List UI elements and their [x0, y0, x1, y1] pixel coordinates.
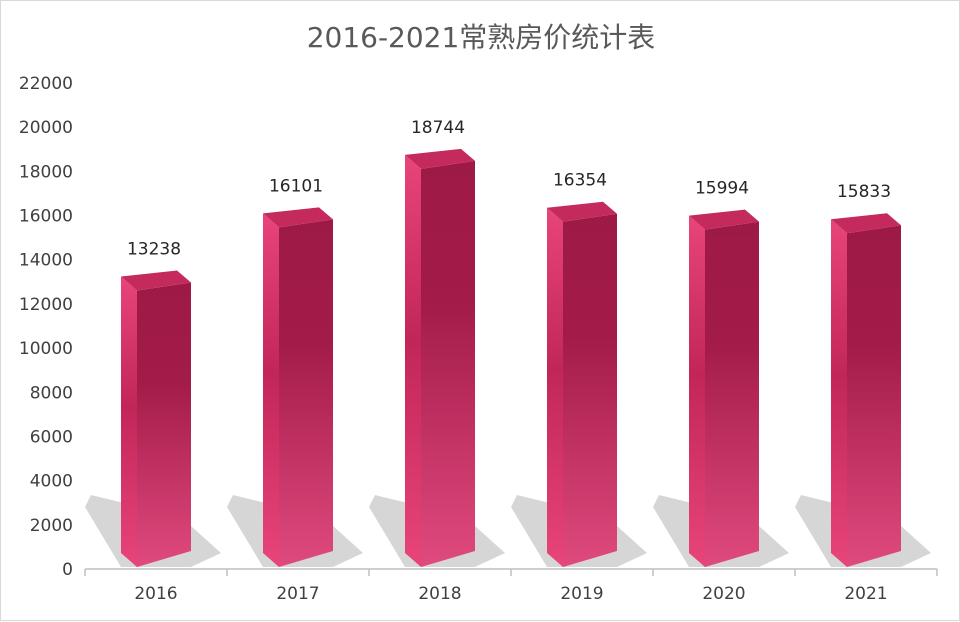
- data-label: 16354: [553, 171, 607, 191]
- bar-front-face: [121, 276, 137, 567]
- y-tick-label: 10000: [19, 339, 73, 359]
- bar-side-face: [279, 219, 333, 567]
- chart-title: 2016-2021常熟房价统计表: [307, 21, 656, 54]
- data-label: 15833: [837, 182, 891, 202]
- bar-front-face: [831, 219, 847, 568]
- y-tick-label: 8000: [30, 383, 73, 403]
- data-label: 15994: [695, 179, 749, 199]
- bar-side-face: [137, 282, 191, 567]
- bar-side-face: [421, 160, 475, 568]
- y-tick-label: 4000: [30, 472, 73, 492]
- bar: [405, 148, 475, 568]
- bar-front-face: [405, 154, 421, 568]
- bar: [831, 213, 901, 568]
- bar-top-face: [121, 270, 191, 291]
- x-tick-label: 2021: [844, 584, 887, 604]
- x-tick-label: 2018: [418, 584, 461, 604]
- y-tick-label: 2000: [30, 516, 73, 536]
- bar-side-face: [847, 225, 901, 568]
- y-tick-label: 0: [62, 560, 73, 580]
- bar-front-face: [263, 213, 279, 567]
- y-tick-label: 14000: [19, 251, 73, 271]
- y-tick-label: 6000: [30, 427, 73, 447]
- bar: [547, 201, 617, 567]
- y-tick-label: 20000: [19, 118, 73, 138]
- bar-side-face: [705, 221, 759, 568]
- x-tick-label: 2019: [560, 584, 603, 604]
- bar: [263, 207, 333, 567]
- data-label: 13238: [127, 240, 181, 260]
- x-tick-label: 2017: [276, 584, 319, 604]
- y-tick-label: 18000: [19, 162, 73, 182]
- data-label: 18744: [411, 118, 465, 138]
- x-tick-label: 2016: [134, 584, 177, 604]
- bar-top-face: [547, 201, 617, 222]
- data-label: 16101: [269, 176, 323, 196]
- bar-top-face: [263, 207, 333, 228]
- bar-top-face: [405, 148, 475, 169]
- bar: [121, 270, 191, 567]
- bar: [689, 209, 759, 568]
- data-labels: 13238 16101 18744 16354 15994 15833: [127, 118, 891, 260]
- y-tick-label: 12000: [19, 295, 73, 315]
- bar-front-face: [689, 215, 705, 568]
- x-tick-label: 2020: [702, 584, 745, 604]
- bars: [121, 148, 901, 568]
- bar-top-face: [831, 213, 901, 234]
- y-tick-label: 16000: [19, 207, 73, 227]
- bar-front-face: [547, 207, 563, 567]
- x-axis: 2016 2017 2018 2019 2020 2021: [84, 568, 938, 604]
- y-tick-label: 22000: [19, 74, 73, 94]
- bar-top-face: [689, 209, 759, 230]
- bar-side-face: [563, 213, 617, 567]
- y-axis: 0 2000 4000 6000 8000 10000 12000 14000 16000 180…: [19, 74, 73, 580]
- bar-shadows: [85, 495, 931, 567]
